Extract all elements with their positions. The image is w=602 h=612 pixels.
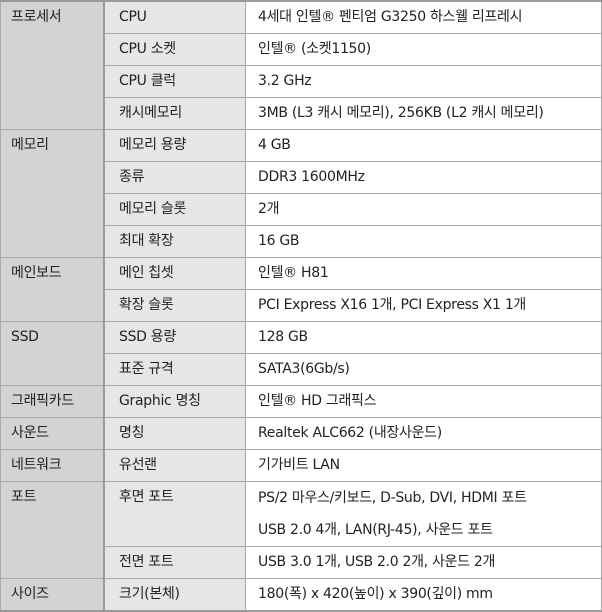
- value-cell: 4세대 인텔® 펜티엄 G3250 하스웰 리프레시: [245, 0, 602, 34]
- item-cell: 후면 포트: [103, 481, 246, 547]
- value-cell: 기가비트 LAN: [245, 449, 602, 482]
- category-cell: 네트워크: [0, 449, 105, 482]
- item-cell: 유선랜: [103, 449, 246, 482]
- item-cell: 캐시메모리: [103, 97, 246, 130]
- item-cell: CPU: [103, 0, 246, 34]
- item-cell: 메모리 슬롯: [103, 193, 246, 226]
- value-cell: 인텔® HD 그래픽스: [245, 385, 602, 418]
- item-cell: CPU 소켓: [103, 33, 246, 66]
- item-cell: Graphic 명칭: [103, 385, 246, 418]
- value-cell: PS/2 마우스/키보드, D-Sub, DVI, HDMI 포트 USB 2.…: [245, 481, 602, 547]
- value-line: USB 2.0 4개, LAN(RJ-45), 사운드 포트: [258, 522, 493, 538]
- item-cell: 메모리 용량: [103, 129, 246, 162]
- table-row: 확장 슬롯 PCI Express X16 1개, PCI Express X1…: [1, 289, 602, 322]
- value-cell: 128 GB: [245, 321, 602, 354]
- item-cell: 메인 칩셋: [103, 257, 246, 290]
- item-cell: 최대 확장: [103, 225, 246, 258]
- item-cell: 종류: [103, 161, 246, 194]
- table-row: 메모리 슬롯 2개: [1, 193, 602, 226]
- value-cell: DDR3 1600MHz: [245, 161, 602, 194]
- value-cell: 3.2 GHz: [245, 65, 602, 98]
- item-cell: 크기(본체): [103, 578, 246, 612]
- category-cell: 메인보드: [0, 257, 105, 322]
- table-row: 종류 DDR3 1600MHz: [1, 161, 602, 194]
- category-cell: 프로세서: [0, 0, 105, 130]
- category-cell: 사이즈: [0, 578, 105, 612]
- item-cell: 확장 슬롯: [103, 289, 246, 322]
- table-row: SSD SSD 용량 128 GB: [0, 321, 602, 386]
- value-cell: PCI Express X16 1개, PCI Express X1 1개: [245, 289, 602, 322]
- category-cell: 메모리: [0, 129, 105, 258]
- value-cell: 16 GB: [245, 225, 602, 258]
- item-cell: 전면 포트: [103, 546, 246, 579]
- item-cell: 표준 규격: [103, 353, 246, 386]
- table-row: 표준 규격 SATA3(6Gb/s): [1, 353, 602, 386]
- value-cell: 180(폭) x 420(높이) x 390(깊이) mm: [245, 578, 602, 612]
- table-row: 전면 포트 USB 3.0 1개, USB 2.0 2개, 사운드 2개: [1, 546, 602, 579]
- value-cell: 인텔® H81: [245, 257, 602, 290]
- value-cell: 3MB (L3 캐시 메모리), 256KB (L2 캐시 메모리): [245, 97, 602, 130]
- value-line: PS/2 마우스/키보드, D-Sub, DVI, HDMI 포트: [258, 490, 527, 506]
- table-row: CPU 소켓 인텔® (소켓1150): [1, 33, 602, 66]
- table-row: CPU 클럭 3.2 GHz: [1, 65, 602, 98]
- item-cell: SSD 용량: [103, 321, 246, 354]
- category-cell: SSD: [0, 321, 105, 386]
- value-cell: Realtek ALC662 (내장사운드): [245, 417, 602, 450]
- table-row: 네트워크 유선랜 기가비트 LAN: [0, 449, 602, 482]
- table-row: 포트 후면 포트 PS/2 마우스/키보드, D-Sub, DVI, HDMI …: [0, 481, 602, 579]
- table-row: 캐시메모리 3MB (L3 캐시 메모리), 256KB (L2 캐시 메모리): [1, 97, 602, 130]
- table-row: 사운드 명칭 Realtek ALC662 (내장사운드): [0, 417, 602, 450]
- table-row: 메인보드 메인 칩셋 인텔® H81: [0, 257, 602, 322]
- value-cell: 2개: [245, 193, 602, 226]
- table-row: 메모리 메모리 용량 4 GB: [0, 129, 602, 258]
- item-cell: CPU 클럭: [103, 65, 246, 98]
- value-cell: 4 GB: [245, 129, 602, 162]
- value-cell: SATA3(6Gb/s): [245, 353, 602, 386]
- value-cell: USB 3.0 1개, USB 2.0 2개, 사운드 2개: [245, 546, 602, 579]
- table-row: 최대 확장 16 GB: [1, 225, 602, 258]
- category-cell: 그래픽카드: [0, 385, 105, 418]
- category-cell: 사운드: [0, 417, 105, 450]
- table-row: 사이즈 크기(본체) 180(폭) x 420(높이) x 390(깊이) mm: [0, 578, 602, 612]
- value-cell: 인텔® (소켓1150): [245, 33, 602, 66]
- item-cell: 명칭: [103, 417, 246, 450]
- category-cell: 포트: [0, 481, 105, 579]
- table-row: 프로세서 CPU 4세대 인텔® 펜티엄 G3250 하스웰 리프레시: [0, 0, 602, 130]
- table-row: 그래픽카드 Graphic 명칭 인텔® HD 그래픽스: [0, 385, 602, 418]
